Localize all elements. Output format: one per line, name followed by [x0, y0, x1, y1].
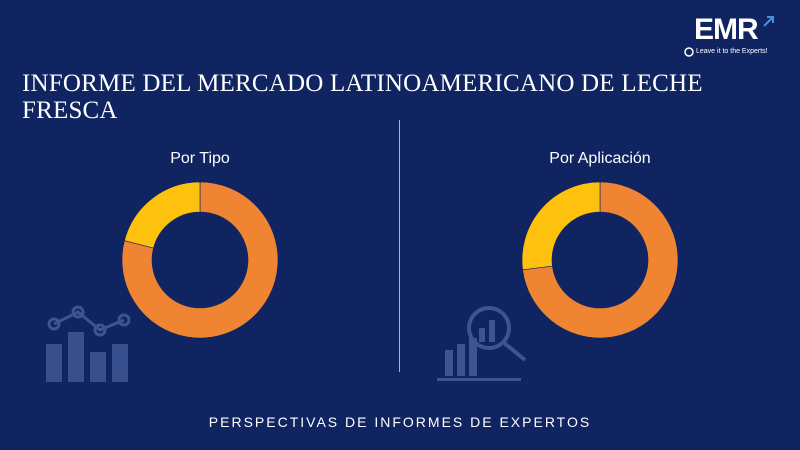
page-title: INFORME DEL MERCADO LATINOAMERICANO DE L… [22, 70, 703, 124]
magnifier-globe-icon [684, 16, 774, 57]
logo-text: EMR [694, 13, 759, 46]
divider [399, 120, 400, 372]
logo-tagline: Leave it to the Experts! [696, 48, 768, 55]
donut-chart-por-tipo [121, 181, 279, 339]
donut-slice-2 [521, 181, 601, 271]
chart-title-por-tipo: Por Tipo [170, 150, 230, 167]
chart-title-por-aplicacion: Por Aplicación [549, 150, 651, 167]
donut-slice-2 [124, 181, 201, 249]
donut-slice-1 [522, 181, 679, 339]
footer-text: PERSPECTIVAS DE INFORMES DE EXPERTOS [208, 414, 592, 430]
emr-logo: EMR Leave it to the Experts! [676, 12, 786, 62]
donut-chart-por-aplicacion [521, 181, 679, 339]
bar-line-chart-icon [46, 305, 131, 382]
donut-slice-1 [121, 181, 279, 339]
search-analytics-icon [437, 306, 527, 381]
